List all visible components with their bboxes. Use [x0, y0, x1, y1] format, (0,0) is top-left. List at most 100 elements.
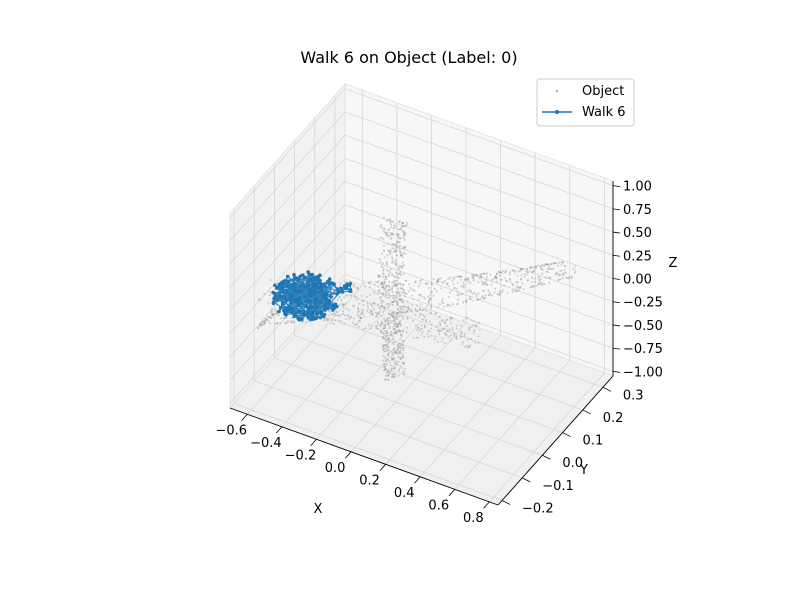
object-point: [519, 287, 521, 289]
object-point: [377, 327, 380, 330]
object-point: [402, 284, 405, 287]
object-point: [449, 339, 452, 342]
object-point: [393, 351, 396, 354]
object-point: [505, 280, 508, 282]
object-point: [388, 327, 391, 330]
object-point: [381, 286, 384, 289]
object-point: [560, 263, 563, 266]
object-point: [541, 269, 544, 272]
object-point: [379, 261, 382, 264]
object-point: [452, 276, 455, 279]
object-point: [399, 364, 402, 367]
object-point: [400, 236, 403, 239]
x-tick-label: 0.4: [394, 486, 415, 501]
object-point: [258, 298, 260, 300]
object-point: [395, 233, 398, 236]
object-point: [395, 294, 398, 297]
object-point: [399, 272, 402, 275]
object-point: [477, 335, 480, 338]
object-point: [384, 339, 387, 341]
object-point: [347, 314, 350, 317]
object-point: [568, 276, 571, 279]
object-point: [338, 304, 341, 307]
object-point: [530, 281, 533, 283]
object-point: [501, 271, 503, 274]
object-point: [400, 333, 403, 336]
y-tick-mark: [602, 386, 612, 392]
object-point: [494, 276, 497, 279]
object-point: [390, 357, 393, 360]
object-point: [384, 231, 387, 234]
object-point: [396, 363, 399, 366]
object-point: [276, 312, 279, 315]
object-point: [495, 277, 498, 280]
walk-6-point: [271, 301, 276, 306]
object-point: [356, 286, 359, 289]
walk-6-point: [308, 317, 313, 322]
walk-6-point: [327, 277, 332, 281]
object-point: [455, 335, 458, 338]
object-point: [557, 279, 560, 282]
object-point: [544, 276, 547, 279]
object-point: [381, 345, 384, 348]
object-point: [268, 294, 271, 296]
object-point: [430, 306, 432, 309]
object-point: [412, 320, 415, 323]
object-point: [535, 267, 537, 270]
object-point: [345, 307, 348, 310]
object-point: [266, 316, 269, 319]
object-point: [391, 247, 394, 250]
walk-6-point: [321, 296, 325, 300]
object-point: [384, 319, 387, 322]
object-point: [519, 270, 522, 273]
object-point: [382, 324, 385, 327]
object-point: [425, 318, 428, 321]
y-tick-mark: [542, 454, 551, 460]
walk-6-point: [327, 298, 331, 303]
object-point: [381, 293, 384, 296]
object-point: [512, 283, 515, 286]
object-point: [399, 251, 402, 254]
object-point: [392, 349, 395, 351]
object-point: [437, 340, 440, 343]
object-point: [382, 332, 385, 335]
object-point: [397, 245, 400, 248]
object-point: [391, 285, 394, 288]
object-point: [395, 296, 398, 298]
object-point: [532, 285, 535, 288]
object-point: [388, 297, 391, 299]
object-point: [388, 316, 391, 319]
object-point: [379, 297, 381, 299]
object-point: [375, 327, 378, 330]
object-point: [543, 283, 546, 285]
object-point: [395, 291, 398, 294]
object-point: [396, 279, 399, 282]
object-point: [460, 278, 463, 281]
object-point: [372, 290, 375, 293]
object-point: [391, 341, 394, 344]
object-point: [416, 310, 419, 313]
object-point: [403, 225, 406, 227]
object-point: [390, 312, 393, 315]
object-point: [384, 326, 387, 329]
object-point: [381, 272, 384, 275]
object-point: [394, 261, 397, 264]
object-point: [401, 330, 404, 333]
object-point: [345, 294, 348, 297]
object-point: [563, 264, 566, 267]
object-point: [393, 375, 396, 378]
object-point: [380, 304, 383, 307]
object-point: [548, 265, 551, 268]
object-point: [393, 318, 396, 321]
object-point: [488, 292, 491, 295]
object-point: [563, 268, 566, 271]
object-point: [352, 322, 354, 324]
object-point: [384, 344, 387, 347]
object-point: [391, 312, 394, 315]
object-point: [472, 279, 475, 282]
object-point: [485, 283, 488, 286]
walk-6-point: [275, 297, 280, 301]
object-point: [396, 303, 399, 306]
object-point: [389, 223, 392, 226]
object-point: [359, 316, 362, 319]
